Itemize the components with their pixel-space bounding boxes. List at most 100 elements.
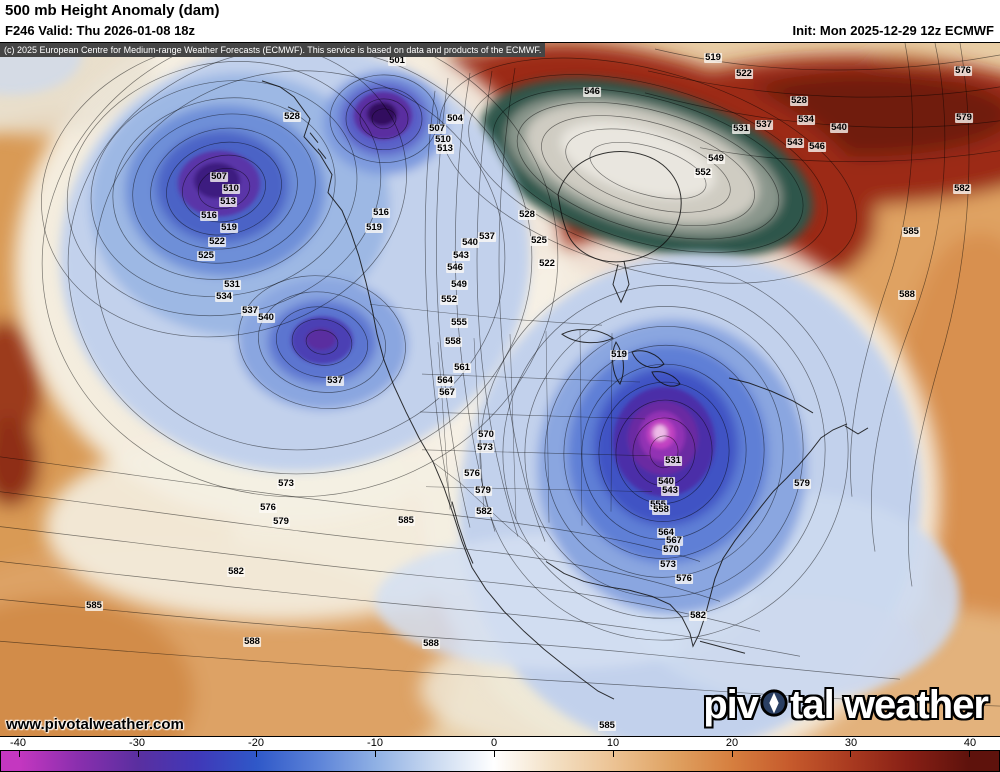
colorbar-tick-label: 10: [606, 737, 620, 749]
contour-label: 543: [661, 484, 679, 496]
contour-label: 579: [955, 111, 973, 123]
contour-label: 576: [675, 573, 693, 585]
colorbar-tick-mark: [137, 751, 139, 757]
contour-label: 516: [372, 206, 390, 218]
contour-lines: [0, 43, 1000, 707]
contour-label: 582: [227, 566, 245, 578]
contour-label: 588: [243, 636, 261, 648]
contour-label: 573: [476, 441, 494, 453]
anomaly-map-svg: [0, 43, 1000, 736]
contour-label: 582: [953, 182, 971, 194]
contour-label: 579: [793, 477, 811, 489]
logo-text-tal: tal: [790, 683, 835, 727]
contour-label: 564: [657, 526, 675, 538]
colorbar-tick-mark: [494, 751, 495, 757]
watermark-url: www.pivotalweather.com: [6, 716, 184, 733]
contour-label: 582: [689, 610, 707, 622]
contour-label: 585: [902, 226, 920, 238]
contour-label: 525: [530, 235, 548, 247]
anomaly-map: (c) 2025 European Centre for Medium-rang…: [0, 42, 1000, 737]
contour-label: 585: [598, 720, 616, 732]
political-borders: [369, 303, 653, 561]
header: 500 mb Height Anomaly (dam) F246 Valid: …: [0, 0, 1000, 42]
contour-label: 522: [735, 67, 753, 79]
contour-label: 537: [755, 118, 773, 130]
contour-label: 531: [223, 279, 241, 291]
colorbar-tick-labels: -40 -30 -20 -10 0 10 20 30 40: [0, 737, 1000, 750]
contour-label: 552: [440, 294, 458, 306]
contour-label: 519: [220, 222, 238, 234]
contour-label: 561: [453, 362, 471, 374]
contour-label: 525: [197, 250, 215, 262]
contour-label: 528: [283, 110, 301, 122]
contour-label: 558: [444, 336, 462, 348]
contour-label: 543: [786, 136, 804, 148]
contour-label: 576: [954, 64, 972, 76]
colorbar: -40 -30 -20 -10 0 10 20 30 40: [0, 737, 1000, 772]
contour-label: 522: [208, 236, 226, 248]
contour-label: 513: [436, 142, 454, 154]
contour-label: 528: [790, 94, 808, 106]
coastlines: [261, 80, 869, 700]
model-init-label: Init: Mon 2025-12-29 12z ECMWF: [792, 23, 994, 38]
contour-label: 540: [257, 312, 275, 324]
contour-label: 582: [475, 505, 493, 517]
colorbar-tick-label: 40: [963, 737, 977, 749]
contour-label: 531: [732, 122, 750, 134]
contour-label: 504: [446, 112, 464, 124]
contour-label: 507: [210, 170, 228, 182]
contour-label: 585: [85, 600, 103, 612]
colorbar-tick-label: -10: [367, 737, 383, 749]
contour-label: 573: [659, 559, 677, 571]
contour-label: 567: [665, 534, 683, 546]
contour-label: 540: [461, 237, 479, 249]
contour-label: 546: [446, 262, 464, 274]
colorbar-tick-label: -30: [129, 737, 145, 749]
contour-label: 552: [694, 166, 712, 178]
colorbar-tick-mark: [731, 751, 733, 757]
contour-label: 558: [652, 503, 670, 515]
colorbar-tick-label: -40: [10, 737, 26, 749]
colorbar-tick-mark: [18, 751, 20, 757]
contour-label: 543: [452, 250, 470, 262]
contour-label: 549: [707, 152, 725, 164]
page-title: 500 mb Height Anomaly (dam): [5, 2, 220, 19]
colorbar-tick-label: 30: [844, 737, 858, 749]
contour-label: 528: [518, 208, 536, 220]
contour-label: 513: [219, 195, 237, 207]
pivotal-logo-icon: [759, 688, 789, 718]
contour-label: 588: [898, 289, 916, 301]
contour-label: 537: [241, 305, 259, 317]
contour-label: 555: [450, 317, 468, 329]
colorbar-tick-label: -20: [248, 737, 264, 749]
contour-label: 510: [434, 133, 452, 145]
contour-label: 537: [478, 231, 496, 243]
colorbar-tick-mark: [256, 751, 258, 757]
contour-label: 570: [662, 543, 680, 555]
contour-label: 576: [463, 467, 481, 479]
forecast-valid-label: F246 Valid: Thu 2026-01-08 18z: [5, 23, 196, 38]
contour-label: 516: [200, 209, 218, 221]
copyright-notice: (c) 2025 European Centre for Medium-rang…: [0, 43, 546, 57]
contour-label: 540: [830, 121, 848, 133]
logo-text-weather: weather: [843, 683, 989, 727]
contour-label: 519: [610, 349, 628, 361]
contour-label: 522: [538, 258, 556, 270]
contour-label: 507: [428, 122, 446, 134]
contour-label: 537: [326, 375, 344, 387]
colorbar-tick-label: 20: [725, 737, 739, 749]
contour-label: 519: [704, 51, 722, 63]
contour-label: 531: [664, 454, 682, 466]
contour-label: 579: [272, 515, 290, 527]
contour-label: 549: [450, 279, 468, 291]
colorbar-gradient-strip: [0, 750, 1000, 772]
colorbar-tick-mark: [850, 751, 852, 757]
contour-label: 519: [365, 222, 383, 234]
contour-label: 573: [277, 477, 295, 489]
contour-label: 579: [474, 484, 492, 496]
contour-label: 546: [583, 85, 601, 97]
contour-label: 534: [215, 291, 233, 303]
contour-label: 510: [222, 182, 240, 194]
contour-label: 567: [438, 386, 456, 398]
contour-label: 540: [657, 475, 675, 487]
